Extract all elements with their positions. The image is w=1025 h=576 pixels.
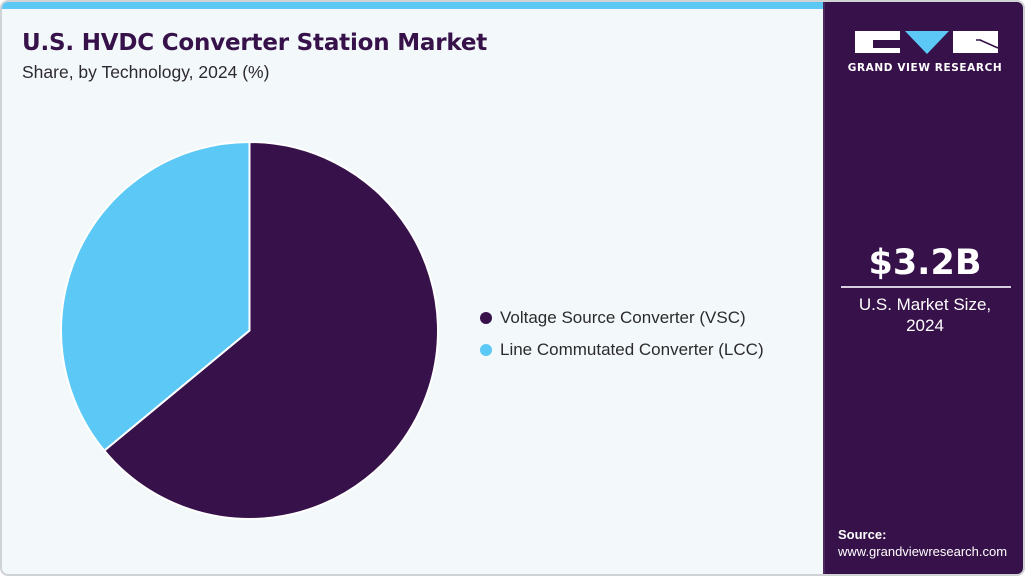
accent-bar <box>2 2 825 9</box>
pie-chart <box>60 141 439 520</box>
source-label: Source: <box>838 527 887 542</box>
legend-label-vsc: Voltage Source Converter (VSC) <box>500 308 746 327</box>
legend-dot-vsc-icon <box>480 312 492 324</box>
legend-dot-lcc-icon <box>480 344 492 356</box>
pie-slice-lcc <box>60 141 251 452</box>
market-size-label-line2: 2024 <box>906 316 944 335</box>
pie-slice-vsc <box>103 141 439 520</box>
market-size-label-line1: U.S. Market Size, <box>858 295 992 314</box>
chart-subtitle: Share, by Technology, 2024 (%) <box>22 62 270 82</box>
grand-view-research-logo-icon <box>855 31 999 54</box>
sidebar-panel: GRAND VIEW RESEARCH $3.2B U.S. Market Si… <box>823 2 1023 574</box>
source-link[interactable]: www.grandviewresearch.com <box>838 544 1008 559</box>
logo-text: GRAND VIEW RESEARCH <box>847 62 1003 74</box>
legend-item-lcc: Line Commutated Converter (LCC) <box>478 334 764 366</box>
legend: Voltage Source Converter (VSC) Line Comm… <box>478 302 764 366</box>
legend-label-lcc: Line Commutated Converter (LCC) <box>500 340 764 359</box>
chart-title: U.S. HVDC Converter Station Market <box>22 30 488 56</box>
legend-item-vsc: Voltage Source Converter (VSC) <box>478 302 764 334</box>
divider <box>841 286 1011 288</box>
market-size-value: $3.2B <box>868 243 982 283</box>
market-size-label: U.S. Market Size, 2024 <box>825 294 1023 336</box>
